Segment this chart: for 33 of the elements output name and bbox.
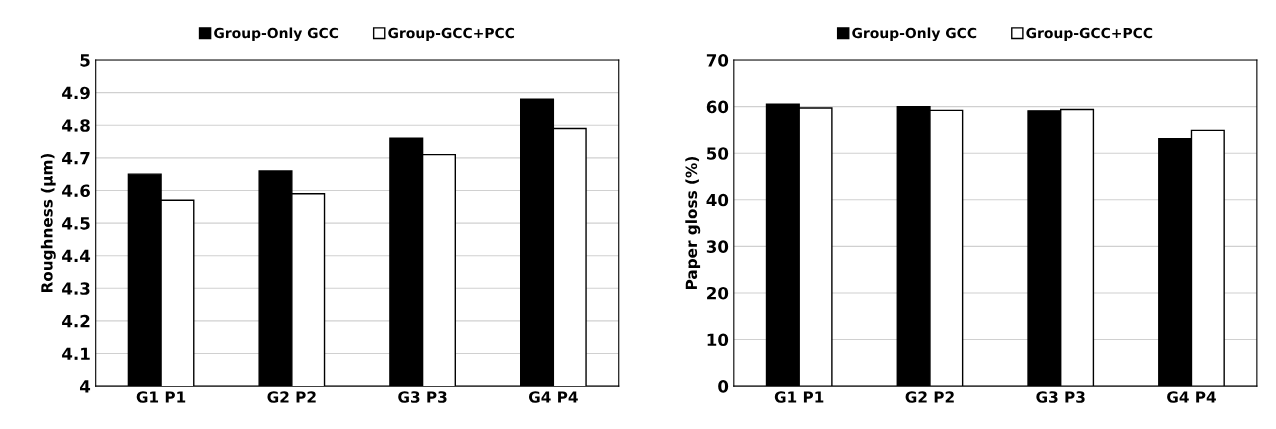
- y-tick-label: 4.3: [62, 282, 90, 295]
- legend-label: Group-Only GCC: [214, 27, 339, 42]
- legend-label: Group-GCC+PCC: [388, 27, 515, 41]
- y-tick-label: 4: [79, 380, 91, 393]
- y-tick-label: 50: [707, 147, 729, 160]
- legend-label: Group-Only GCC: [852, 27, 977, 42]
- x-tick-label: G2 P2: [267, 391, 316, 403]
- y-tick-label: 4.9: [62, 86, 90, 100]
- y-tick-label: 20: [707, 286, 729, 300]
- y-tick-label: 5: [80, 54, 90, 67]
- x-tick-label: G1 P1: [774, 391, 824, 403]
- y-tick-label: 4.5: [62, 217, 90, 230]
- y-tick-label: 4.8: [62, 119, 90, 132]
- y-tick-label: 4.1: [62, 347, 90, 360]
- y-tick-label: 60: [706, 100, 729, 114]
- y-tick-label: 10: [707, 333, 729, 347]
- x-tick-label: G4 P4: [528, 391, 578, 403]
- y-axis-title: Paper gloss (%): [685, 157, 701, 290]
- y-tick-label: 40: [706, 193, 729, 207]
- y-tick-label: 70: [706, 54, 729, 67]
- y-tick-label: 4.2: [62, 314, 90, 328]
- x-tick-label: G4 P4: [1167, 391, 1216, 403]
- x-tick-label: G1 P1: [136, 391, 186, 403]
- y-tick-label: 0: [718, 380, 729, 393]
- legend-label: Group-GCC+PCC: [1026, 27, 1153, 41]
- y-tick-label: 4.6: [62, 184, 90, 198]
- x-tick-label: G3 P3: [398, 391, 447, 403]
- y-tick-label: 4.7: [62, 152, 90, 165]
- x-tick-label: G2 P2: [905, 391, 954, 403]
- x-tick-label: G3 P3: [1036, 391, 1085, 403]
- y-tick-label: 30: [706, 240, 729, 253]
- y-axis-title: Roughness (μm): [40, 153, 56, 293]
- y-tick-label: 4.4: [62, 249, 91, 263]
